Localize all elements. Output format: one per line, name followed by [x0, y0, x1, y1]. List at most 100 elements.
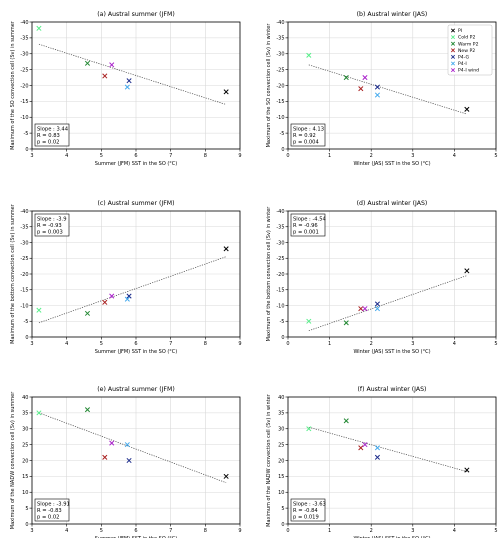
y-tick-label: -5: [24, 319, 29, 325]
y-tick-label: -10: [20, 115, 28, 121]
x-tick-label: 6: [134, 528, 137, 534]
y-axis-label: Maximum of the SO convection cell (Sv) i…: [10, 20, 16, 150]
y-tick-label: 10: [22, 490, 28, 496]
x-tick-label: 2: [370, 341, 373, 347]
y-tick-label: 25: [22, 442, 28, 448]
x-tick-label: 2: [370, 153, 373, 159]
data-point-p4-g: [126, 293, 132, 299]
legend-label: P4-G: [458, 55, 470, 61]
x-tick-label: 3: [30, 528, 33, 534]
y-tick-label: 15: [278, 474, 284, 480]
data-point-pi: [464, 467, 470, 473]
x-tick-label: 8: [204, 341, 207, 347]
x-tick-label: 9: [238, 341, 241, 347]
legend-label: PI: [458, 28, 462, 34]
data-point-cold-p2: [36, 307, 42, 313]
y-tick-label: -35: [276, 225, 284, 231]
data-point-pi: [223, 89, 229, 95]
x-tick-label: 9: [238, 153, 241, 159]
data-point-warm-p2: [84, 60, 91, 66]
data-point-p4-g: [374, 454, 380, 460]
x-tick-label: 9: [238, 528, 241, 534]
data-point-p4-g: [126, 78, 132, 84]
legend-marker: [450, 61, 456, 66]
y-axis-label: Maximum of the bottom convection cell (S…: [10, 203, 16, 344]
data-point-new-p2: [358, 445, 364, 451]
x-tick-label: 5: [494, 341, 497, 347]
stats-box-frame: [290, 213, 326, 237]
x-tick-label: 5: [100, 341, 103, 347]
x-tick-label: 4: [65, 528, 68, 534]
data-point-warm-p2: [343, 418, 349, 424]
y-tick-label: -25: [276, 67, 284, 73]
y-tick-label: -15: [20, 99, 28, 105]
x-tick-label: 8: [204, 528, 207, 534]
x-tick-label: 4: [65, 153, 68, 159]
x-axis-label: Winter (JAS) SST in the SO (°C): [353, 536, 430, 538]
y-tick-label: -25: [276, 256, 284, 262]
x-tick-label: 1: [328, 528, 331, 534]
x-axis-label: Winter (JAS) SST in the SO (°C): [353, 349, 430, 355]
x-tick-label: 5: [100, 528, 103, 534]
stats-line: Slope : -4.54: [293, 217, 327, 223]
stats-box-frame: [290, 123, 326, 147]
y-tick-label: -40: [20, 209, 28, 215]
data-point-p4-i-wind: [109, 440, 115, 446]
stats-line: p = 0.001: [293, 230, 319, 236]
stats-line: p = 0.004: [293, 140, 319, 146]
chart-title: (f) Austral winter (JAS): [358, 386, 427, 393]
x-tick-label: 3: [30, 153, 33, 159]
stats-line: Slope : 4.13: [293, 127, 324, 133]
data-point-p4-i: [374, 445, 380, 451]
legend-marker: [450, 54, 456, 59]
x-tick-label: 5: [494, 528, 497, 534]
y-tick-label: -5: [280, 131, 285, 137]
x-tick-label: 4: [453, 153, 456, 159]
data-point-p4-i: [124, 296, 130, 302]
y-tick-label: 40: [22, 395, 28, 401]
stats-box: Slope : 3.44R = 0.83p = 0.02: [34, 123, 70, 147]
y-tick-label: 20: [278, 458, 284, 464]
x-tick-label: 0: [286, 528, 289, 534]
stats-line: p = 0.02: [37, 515, 60, 521]
legend-marker: [450, 35, 456, 40]
stats-box: Slope : 4.13R = 0.92p = 0.004: [290, 123, 326, 147]
data-point-p4-i: [124, 442, 130, 448]
stats-box-frame: [34, 213, 70, 237]
plot-frame: [287, 210, 497, 338]
chart-panel-4: (d) Austral winter (JAS) 0 1 2 3 4 5 0 -5 -10 -15 -…: [266, 200, 498, 355]
data-point-pi: [223, 473, 229, 479]
stats-line: Slope : -3.9: [37, 217, 67, 223]
chart-title: (b) Austral winter (JAS): [357, 11, 428, 18]
data-point-p4-g: [126, 457, 132, 464]
x-tick-label: 6: [134, 153, 137, 159]
data-point-p4-i-wind: [109, 293, 115, 299]
y-tick-label: 0: [281, 522, 284, 528]
x-tick-label: 3: [411, 153, 414, 159]
data-point-warm-p2: [84, 407, 91, 413]
y-tick-label: 30: [22, 427, 28, 433]
y-tick-label: -20: [20, 83, 28, 89]
chart-panel-5: (e) Austral summer (JFM) 3 4 5 6 7 8 9 0 5 10 15 20 2…: [10, 386, 242, 538]
x-tick-label: 2: [370, 528, 373, 534]
stats-box-frame: [34, 498, 70, 522]
y-tick-label: -30: [276, 240, 284, 246]
y-tick-label: 0: [25, 335, 28, 341]
legend-marker: [450, 48, 456, 53]
data-point-cold-p2: [36, 410, 42, 416]
x-tick-label: 4: [453, 528, 456, 534]
data-point-new-p2: [102, 73, 108, 79]
legend-label: P4-I: [458, 61, 467, 67]
stats-box: Slope : -3.91R = -0.83p = 0.02: [34, 498, 70, 522]
y-tick-label: -5: [280, 319, 285, 325]
stats-line: Slope : 3.44: [37, 127, 69, 133]
y-tick-label: 5: [281, 506, 284, 512]
regression-line: [308, 426, 467, 472]
y-tick-label: -30: [20, 240, 28, 246]
x-tick-label: 4: [65, 341, 68, 347]
legend-frame: [447, 24, 493, 76]
data-point-cold-p2: [306, 426, 312, 432]
y-tick-label: 0: [281, 147, 284, 153]
x-tick-label: 1: [328, 153, 331, 159]
y-tick-label: 0: [25, 147, 28, 153]
